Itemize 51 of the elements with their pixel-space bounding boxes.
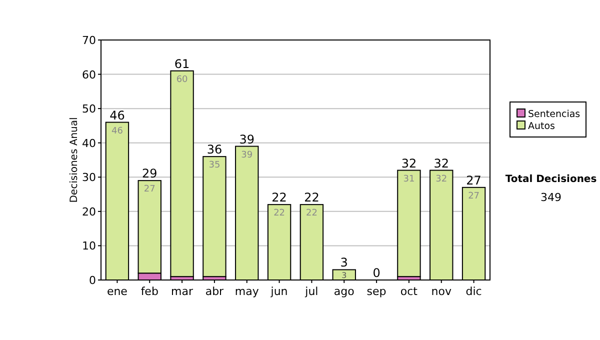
x-tick-label: abr: [205, 285, 224, 298]
data-label: 27: [144, 184, 156, 195]
x-tick-label: may: [234, 285, 260, 298]
x-tick-label: mar: [171, 285, 194, 298]
x-tick-label: dic: [466, 285, 482, 298]
x-tick-label: ene: [106, 285, 128, 298]
y-tick-label: 70: [82, 34, 96, 47]
x-tick-label: oct: [400, 285, 418, 298]
y-tick-label: 20: [82, 205, 96, 218]
bar: [170, 70, 194, 278]
total-label: 0: [372, 266, 380, 280]
text: Total Decisiones: [505, 174, 597, 185]
total-label: 46: [110, 108, 125, 122]
data-label: 32: [436, 174, 448, 184]
data-label: 22: [274, 208, 286, 219]
total-label: 29: [142, 166, 158, 181]
x-tick-label: ago: [334, 285, 355, 298]
data-label: 22: [306, 208, 318, 219]
total-label: 27: [466, 173, 482, 188]
data-label: 31: [403, 174, 415, 184]
y-tick-label: 30: [82, 171, 96, 184]
y-tick-label: 10: [82, 240, 96, 253]
total-label: 22: [272, 190, 287, 205]
x-tick-label: jun: [270, 285, 288, 298]
data-label: 3: [342, 270, 347, 280]
y-tick-label: 40: [82, 136, 96, 150]
total-label: 32: [401, 156, 417, 170]
x-tick-label: feb: [140, 285, 158, 298]
text: 349: [540, 191, 562, 204]
data-label: 39: [241, 150, 253, 160]
data-label: 35: [208, 160, 220, 171]
data-label: 27: [468, 191, 480, 202]
bar: [397, 170, 421, 278]
total-label: 36: [206, 142, 222, 157]
x-tick-label: sep: [366, 285, 386, 298]
y-tick-label: 50: [82, 102, 96, 116]
legend-label: Autos: [528, 121, 556, 132]
data-label: 60: [176, 74, 188, 85]
total-label: 61: [174, 56, 190, 71]
data-label: 46: [111, 126, 124, 136]
y-tick-label: 60: [82, 68, 96, 82]
bar: [202, 156, 226, 278]
total-label: 3: [340, 256, 348, 270]
total-label: 22: [304, 190, 320, 205]
x-tick-label: nov: [431, 285, 452, 298]
y-tick-label: 0: [89, 274, 96, 287]
legend-label: Sentencias: [528, 109, 580, 120]
x-tick-label: jul: [304, 285, 318, 298]
total-label: 39: [239, 132, 255, 146]
y-axis-title: Decisiones Anual: [69, 117, 80, 203]
total-label: 32: [434, 156, 450, 170]
